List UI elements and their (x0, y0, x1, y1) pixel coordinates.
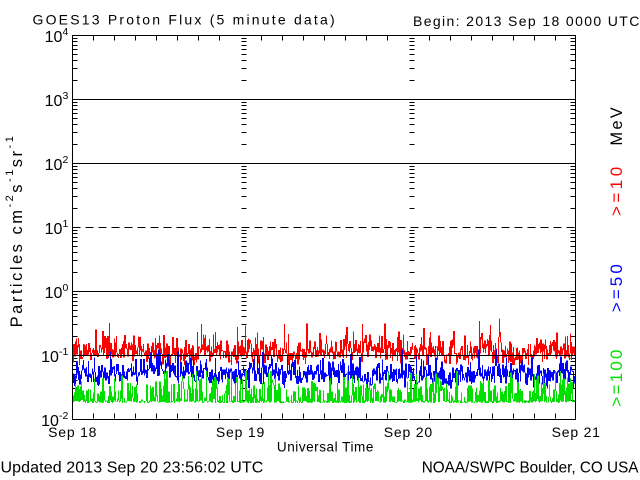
svg-text:>=50: >=50 (607, 261, 626, 312)
svg-text:MeV: MeV (608, 105, 626, 146)
svg-text:>=10: >=10 (607, 163, 626, 216)
svg-text:102: 102 (45, 154, 69, 174)
svg-text:Sep 18: Sep 18 (48, 424, 97, 440)
svg-text:Sep 21: Sep 21 (552, 424, 601, 440)
svg-text:10-1: 10-1 (41, 346, 68, 366)
svg-text:104: 104 (45, 26, 69, 46)
svg-text:100: 100 (45, 282, 69, 302)
svg-text:Universal Time: Universal Time (277, 440, 374, 455)
svg-text:Sep 20: Sep 20 (384, 424, 433, 440)
svg-text:GOES13 Proton Flux (5 minute d: GOES13 Proton Flux (5 minute data) (33, 12, 337, 28)
svg-text:Updated 2013 Sep 20 23:56:02 U: Updated 2013 Sep 20 23:56:02 UTC (1, 460, 264, 477)
svg-text:Particles cm-2s-1sr-1: Particles cm-2s-1sr-1 (4, 134, 26, 328)
svg-text:103: 103 (45, 90, 69, 110)
svg-text:Begin: 2013 Sep 18 0000 UTC: Begin: 2013 Sep 18 0000 UTC (413, 13, 640, 29)
svg-text:>=100: >=100 (607, 347, 626, 406)
svg-text:Sep 19: Sep 19 (216, 424, 265, 440)
svg-text:NOAA/SWPC Boulder, CO USA: NOAA/SWPC Boulder, CO USA (422, 460, 640, 477)
svg-text:101: 101 (45, 218, 69, 238)
